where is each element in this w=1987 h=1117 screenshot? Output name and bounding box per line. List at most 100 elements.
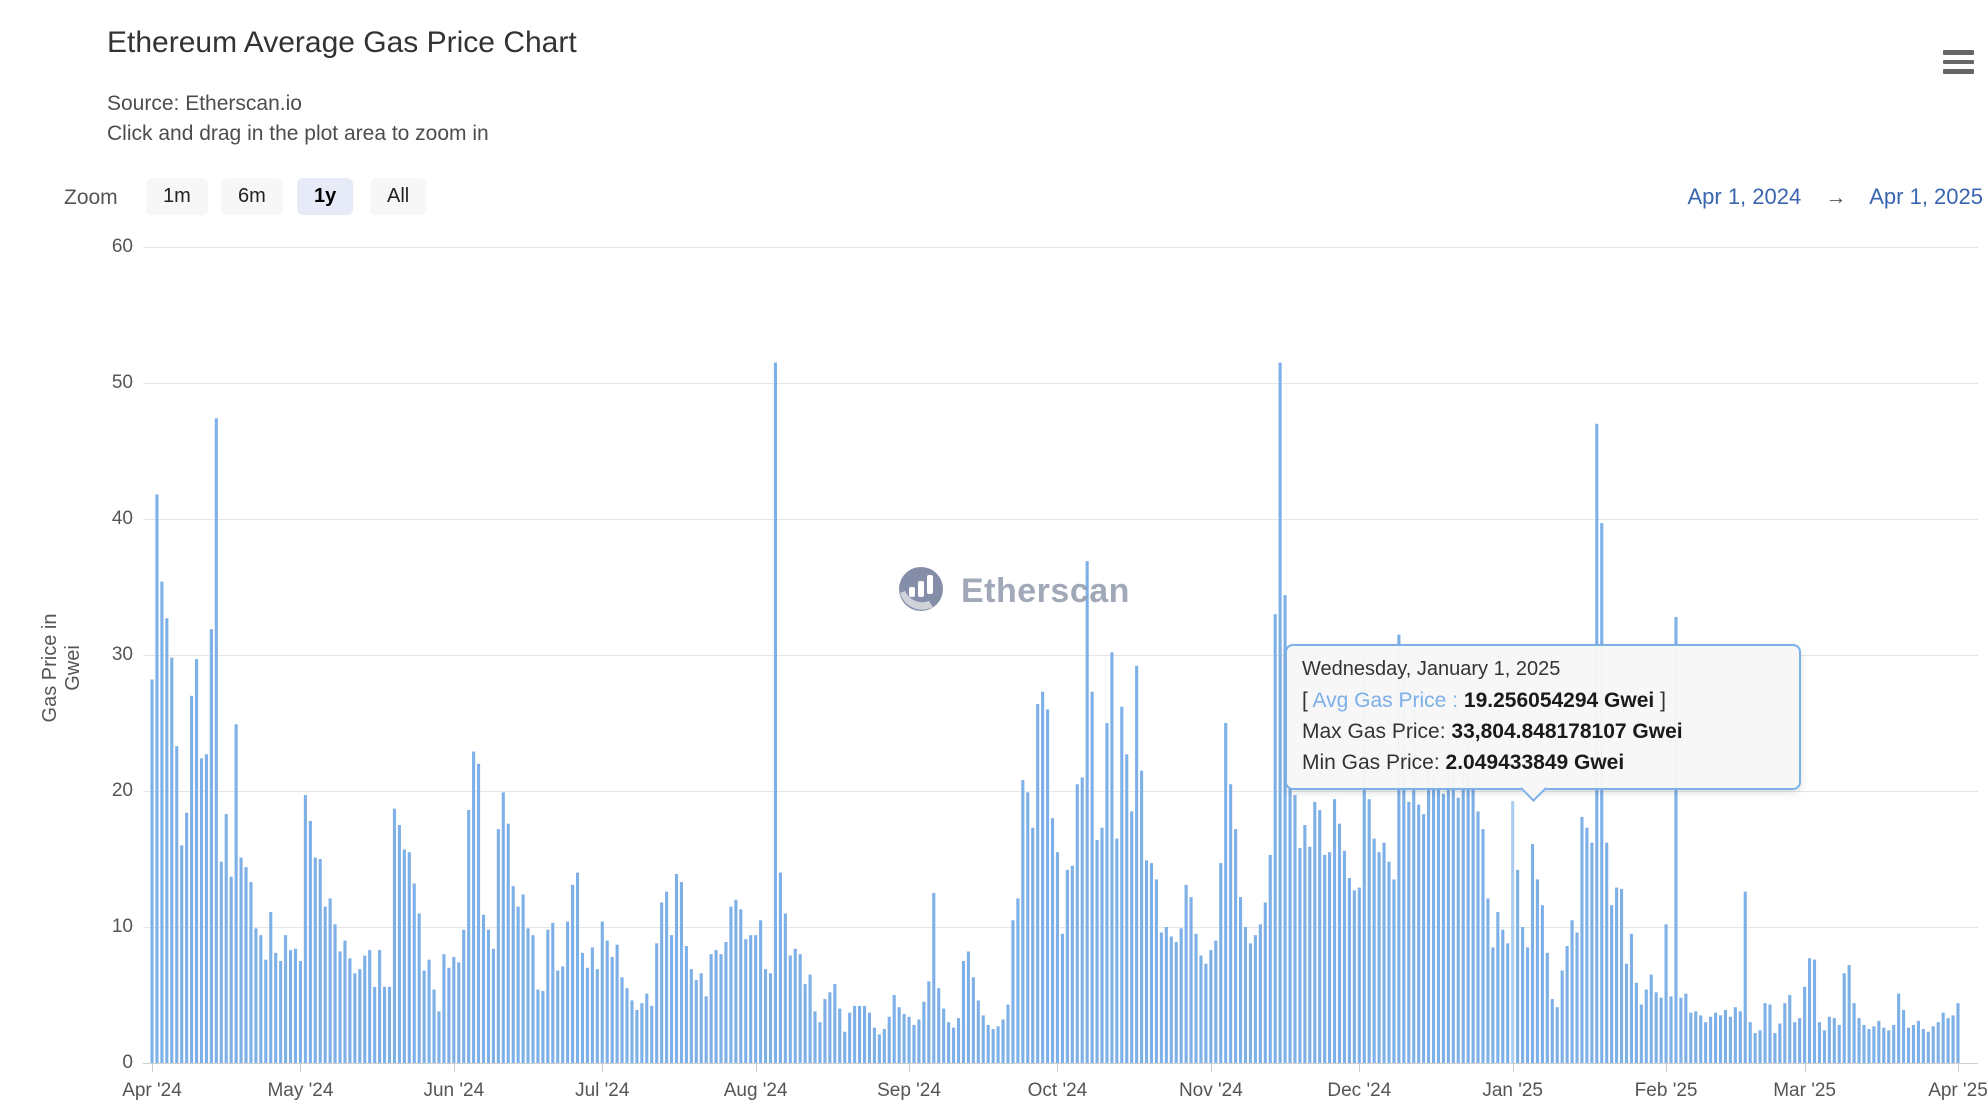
bar[interactable] [373,986,377,1063]
bar[interactable] [224,814,228,1063]
bar[interactable] [660,902,664,1063]
bar[interactable] [368,950,372,1063]
bar[interactable] [214,418,218,1063]
bar[interactable] [1352,890,1356,1063]
bar[interactable] [1525,947,1530,1063]
bar[interactable] [1605,842,1609,1063]
bar[interactable] [1135,665,1139,1063]
zoom-button-6m[interactable]: 6m [221,178,283,215]
bar[interactable] [1070,865,1074,1063]
bar[interactable] [704,996,708,1063]
bar[interactable] [506,823,510,1063]
bar[interactable] [526,928,530,1063]
bar[interactable] [986,1024,990,1063]
zoom-button-1m[interactable]: 1m [146,178,208,215]
bar[interactable] [481,914,486,1063]
bar[interactable] [392,808,396,1063]
bar[interactable] [862,1005,867,1063]
bar[interactable] [511,886,515,1063]
bar[interactable] [1624,963,1629,1063]
bar[interactable] [1219,863,1223,1063]
bar[interactable] [477,763,481,1063]
bar[interactable] [1239,897,1243,1063]
bar[interactable] [1189,897,1193,1063]
bar[interactable] [1516,869,1520,1063]
bar[interactable] [254,928,258,1063]
bar[interactable] [902,1014,906,1063]
bar[interactable] [175,746,179,1063]
bar[interactable] [1046,709,1050,1063]
bar[interactable] [496,829,500,1063]
bar[interactable] [749,935,753,1063]
bar[interactable] [363,955,367,1063]
bar[interactable] [1674,616,1678,1063]
bar[interactable] [1184,884,1188,1063]
bar[interactable] [1055,852,1060,1063]
bar[interactable] [1268,854,1272,1063]
bar[interactable] [1347,878,1351,1063]
bar[interactable] [917,1019,921,1063]
bar[interactable] [1085,561,1089,1063]
bar[interactable] [1397,634,1401,1063]
bar[interactable] [1610,905,1614,1063]
bar[interactable] [467,810,471,1063]
bar[interactable] [308,820,312,1063]
bar[interactable] [516,906,520,1063]
bar[interactable] [1941,1012,1945,1063]
bar[interactable] [383,986,387,1063]
bar[interactable] [1313,801,1317,1063]
bar[interactable] [1095,839,1099,1063]
bar[interactable] [788,955,792,1063]
bar[interactable] [1921,1029,1925,1063]
bar[interactable] [937,988,941,1063]
bar[interactable] [1743,891,1747,1063]
bar[interactable] [640,1003,644,1063]
bar[interactable] [1822,1030,1826,1063]
bar[interactable] [1050,818,1055,1063]
bar[interactable] [1694,1011,1698,1063]
bar[interactable] [194,659,199,1063]
bar[interactable] [1436,784,1441,1063]
bar[interactable] [1031,827,1035,1063]
bar[interactable] [1303,825,1307,1063]
bar[interactable] [942,1008,946,1063]
bar[interactable] [803,984,807,1063]
bar[interactable] [853,1005,857,1063]
bar[interactable] [1065,869,1069,1063]
bar[interactable] [1728,1016,1732,1063]
bar[interactable] [1080,777,1084,1063]
bar[interactable] [1491,947,1495,1063]
bar[interactable] [1753,1033,1757,1063]
bar[interactable] [1506,943,1510,1063]
bar[interactable] [1323,854,1327,1063]
bar[interactable] [378,950,382,1063]
bar[interactable] [536,989,540,1063]
bar[interactable] [1273,614,1277,1063]
bar[interactable] [1461,766,1465,1063]
bar[interactable] [521,894,525,1063]
bar[interactable] [1362,655,1366,1063]
bar[interactable] [952,1027,956,1063]
bar[interactable] [1575,932,1579,1063]
bar[interactable] [1758,1030,1762,1063]
bar[interactable] [1877,1020,1881,1063]
bar[interactable] [1867,1029,1871,1063]
bar[interactable] [773,362,777,1064]
bar[interactable] [1639,1004,1643,1063]
bar[interactable] [976,1000,980,1063]
bar[interactable] [1946,1018,1950,1063]
bar[interactable] [694,980,698,1063]
bar[interactable] [264,959,268,1063]
bar[interactable] [1540,905,1544,1063]
bar[interactable] [259,935,263,1063]
bar[interactable] [734,899,738,1063]
bar[interactable] [1253,935,1257,1063]
bar[interactable] [897,1007,901,1063]
bar[interactable] [1704,1022,1708,1063]
bar[interactable] [872,1027,876,1063]
bar[interactable] [1333,799,1337,1063]
bar[interactable] [1535,879,1539,1063]
bar[interactable] [1248,943,1252,1063]
bar[interactable] [1951,1015,1955,1063]
bar[interactable] [165,618,169,1063]
